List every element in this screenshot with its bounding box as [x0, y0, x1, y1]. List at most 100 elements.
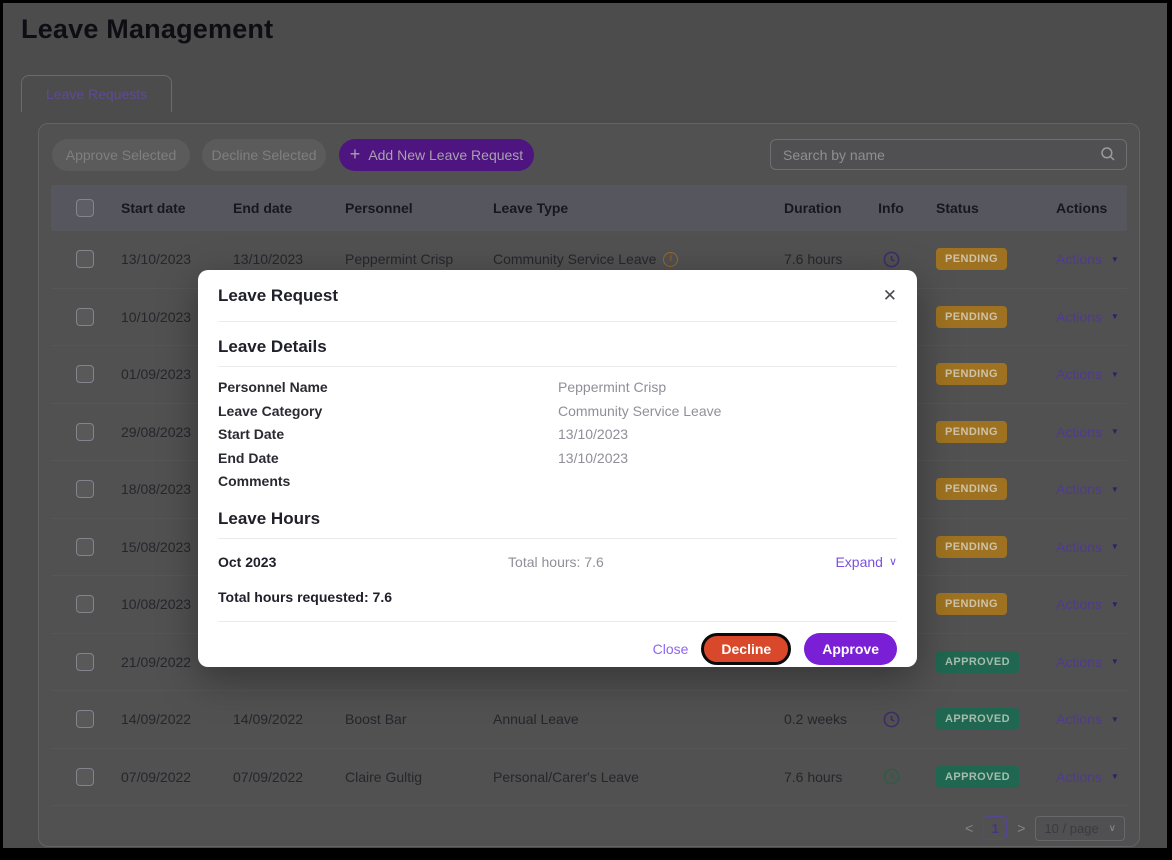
actions-dropdown[interactable]: Actions ▼ [1038, 769, 1127, 785]
actions-dropdown[interactable]: Actions ▼ [1038, 654, 1127, 670]
cell-start-date: 18/08/2023 [121, 481, 192, 498]
leave-details-list: Personnel Name Peppermint Crisp Leave Ca… [218, 376, 897, 494]
row-checkbox[interactable] [75, 307, 94, 326]
detail-label: Personnel Name [218, 379, 328, 395]
clock-icon [882, 250, 901, 269]
pagination: < 1 > 10 / page ∨ [963, 815, 1125, 841]
actions-dropdown[interactable]: Actions ▼ [1038, 481, 1127, 497]
actions-dropdown[interactable]: Actions ▼ [1038, 424, 1127, 440]
clock-icon [882, 710, 901, 729]
status-badge: PENDING [936, 305, 1007, 328]
table-row: 10/10/2023 PENDING Actions ▼ [51, 289, 1127, 347]
cell-duration: 7.6 hours [784, 768, 843, 785]
cell-start-date: 10/08/2023 [121, 596, 192, 613]
cell-start-date: 14/09/2022 [121, 711, 192, 728]
actions-label: Actions [1056, 423, 1102, 440]
status-badge: APPROVED [936, 650, 1019, 673]
expand-link[interactable]: Expand ∨ [835, 554, 897, 570]
page-size-value: 10 / page [1044, 820, 1099, 836]
approve-button[interactable]: Approve [804, 633, 897, 665]
table-row: 07/09/2022 07/09/2022 Claire Gultig Pers… [51, 749, 1127, 807]
col-personnel: Personnel [345, 200, 413, 216]
table-row: 21/09/2022 APPROVED Actions ▼ [51, 634, 1127, 692]
detail-label: End Date [218, 449, 279, 466]
row-checkbox[interactable] [75, 652, 94, 671]
table-row: 15/08/2023 PENDING Actions ▼ [51, 519, 1127, 577]
status-badge: PENDING [936, 248, 1007, 271]
row-checkbox[interactable] [75, 250, 94, 269]
page-size-select[interactable]: 10 / page ∨ [1035, 815, 1125, 841]
leave-details-heading: Leave Details [218, 337, 897, 367]
status-badge: APPROVED [936, 708, 1019, 731]
cell-end-date: 07/09/2022 [233, 768, 304, 785]
tab-leave-requests[interactable]: Leave Requests [21, 75, 173, 112]
cell-end-date: 13/10/2023 [233, 251, 304, 268]
row-checkbox[interactable] [75, 710, 94, 729]
detail-label: Leave Category [218, 402, 323, 419]
close-button[interactable]: Close [652, 641, 689, 657]
cell-start-date: 15/08/2023 [121, 538, 192, 555]
row-checkbox[interactable] [75, 595, 94, 614]
actions-dropdown[interactable]: Actions ▼ [1038, 711, 1127, 727]
table-row: 18/08/2023 PENDING Actions ▼ [51, 461, 1127, 519]
cell-duration: 0.2 weeks [784, 711, 848, 728]
row-checkbox[interactable] [75, 365, 94, 384]
detail-value: 13/10/2023 [558, 426, 629, 442]
caret-down-icon: ▼ [1110, 657, 1119, 667]
row-checkbox[interactable] [75, 537, 94, 556]
cell-start-date: 29/08/2023 [121, 423, 192, 440]
cell-leave-type: Community Service Leave i [475, 251, 766, 267]
actions-label: Actions [1056, 366, 1102, 383]
add-new-leave-request-button[interactable]: + Add New Leave Request [339, 139, 534, 171]
month-total-hours: Total hours: 7.6 [508, 553, 604, 570]
col-status: Status [936, 200, 979, 216]
detail-label: Start Date [218, 426, 285, 442]
status-badge: PENDING [936, 363, 1007, 386]
leave-hours-heading: Leave Hours [218, 509, 897, 539]
caret-down-icon: ▼ [1110, 772, 1119, 782]
table-row: 01/09/2023 PENDING Actions ▼ [51, 346, 1127, 404]
caret-down-icon: ▼ [1110, 369, 1119, 379]
row-checkbox[interactable] [75, 422, 94, 441]
actions-dropdown[interactable]: Actions ▼ [1038, 539, 1127, 555]
cell-start-date: 01/09/2023 [121, 366, 192, 383]
detail-row-personnel-name: Personnel Name Peppermint Crisp [218, 376, 897, 400]
row-checkbox[interactable] [75, 480, 94, 499]
cell-personnel: Boost Bar [345, 711, 407, 728]
actions-label: Actions [1056, 768, 1102, 785]
search-container [770, 139, 1127, 170]
actions-dropdown[interactable]: Actions ▼ [1038, 309, 1127, 325]
detail-value: Peppermint Crisp [558, 379, 667, 395]
approve-selected-button[interactable]: Approve Selected [52, 139, 190, 171]
add-new-label: Add New Leave Request [368, 147, 524, 163]
cell-personnel: Peppermint Crisp [345, 251, 454, 268]
col-actions: Actions [1056, 200, 1108, 216]
decline-button[interactable]: Decline [701, 633, 792, 665]
decline-selected-button[interactable]: Decline Selected [202, 139, 326, 171]
leave-type-text: Personal/Carer's Leave [493, 768, 639, 785]
tab-label: Leave Requests [46, 86, 148, 102]
close-icon[interactable]: ✕ [882, 285, 897, 305]
table-row: 13/10/2023 13/10/2023 Peppermint Crisp C… [51, 231, 1127, 289]
actions-dropdown[interactable]: Actions ▼ [1038, 251, 1127, 267]
cell-start-date: 13/10/2023 [121, 251, 192, 268]
cell-personnel: Claire Gultig [345, 768, 423, 785]
row-checkbox[interactable] [75, 767, 94, 786]
select-all-checkbox[interactable] [75, 199, 94, 217]
actions-dropdown[interactable]: Actions ▼ [1038, 366, 1127, 382]
search-input[interactable] [770, 139, 1127, 170]
expand-label: Expand [835, 553, 883, 570]
pagination-next-icon[interactable]: > [1017, 820, 1026, 836]
month-label: Oct 2023 [218, 553, 277, 570]
actions-label: Actions [1056, 251, 1102, 268]
pagination-page-1[interactable]: 1 [983, 816, 1008, 840]
actions-dropdown[interactable]: Actions ▼ [1038, 596, 1127, 612]
actions-label: Actions [1056, 711, 1102, 728]
cell-start-date: 07/09/2022 [121, 768, 192, 785]
modal-body: Leave Details Personnel Name Peppermint … [198, 337, 917, 605]
leave-type-text: Community Service Leave [493, 251, 657, 268]
modal-title: Leave Request [218, 285, 338, 305]
pagination-prev-icon[interactable]: < [965, 820, 974, 836]
table-row: 14/09/2022 14/09/2022 Boost Bar Annual L… [51, 691, 1127, 749]
